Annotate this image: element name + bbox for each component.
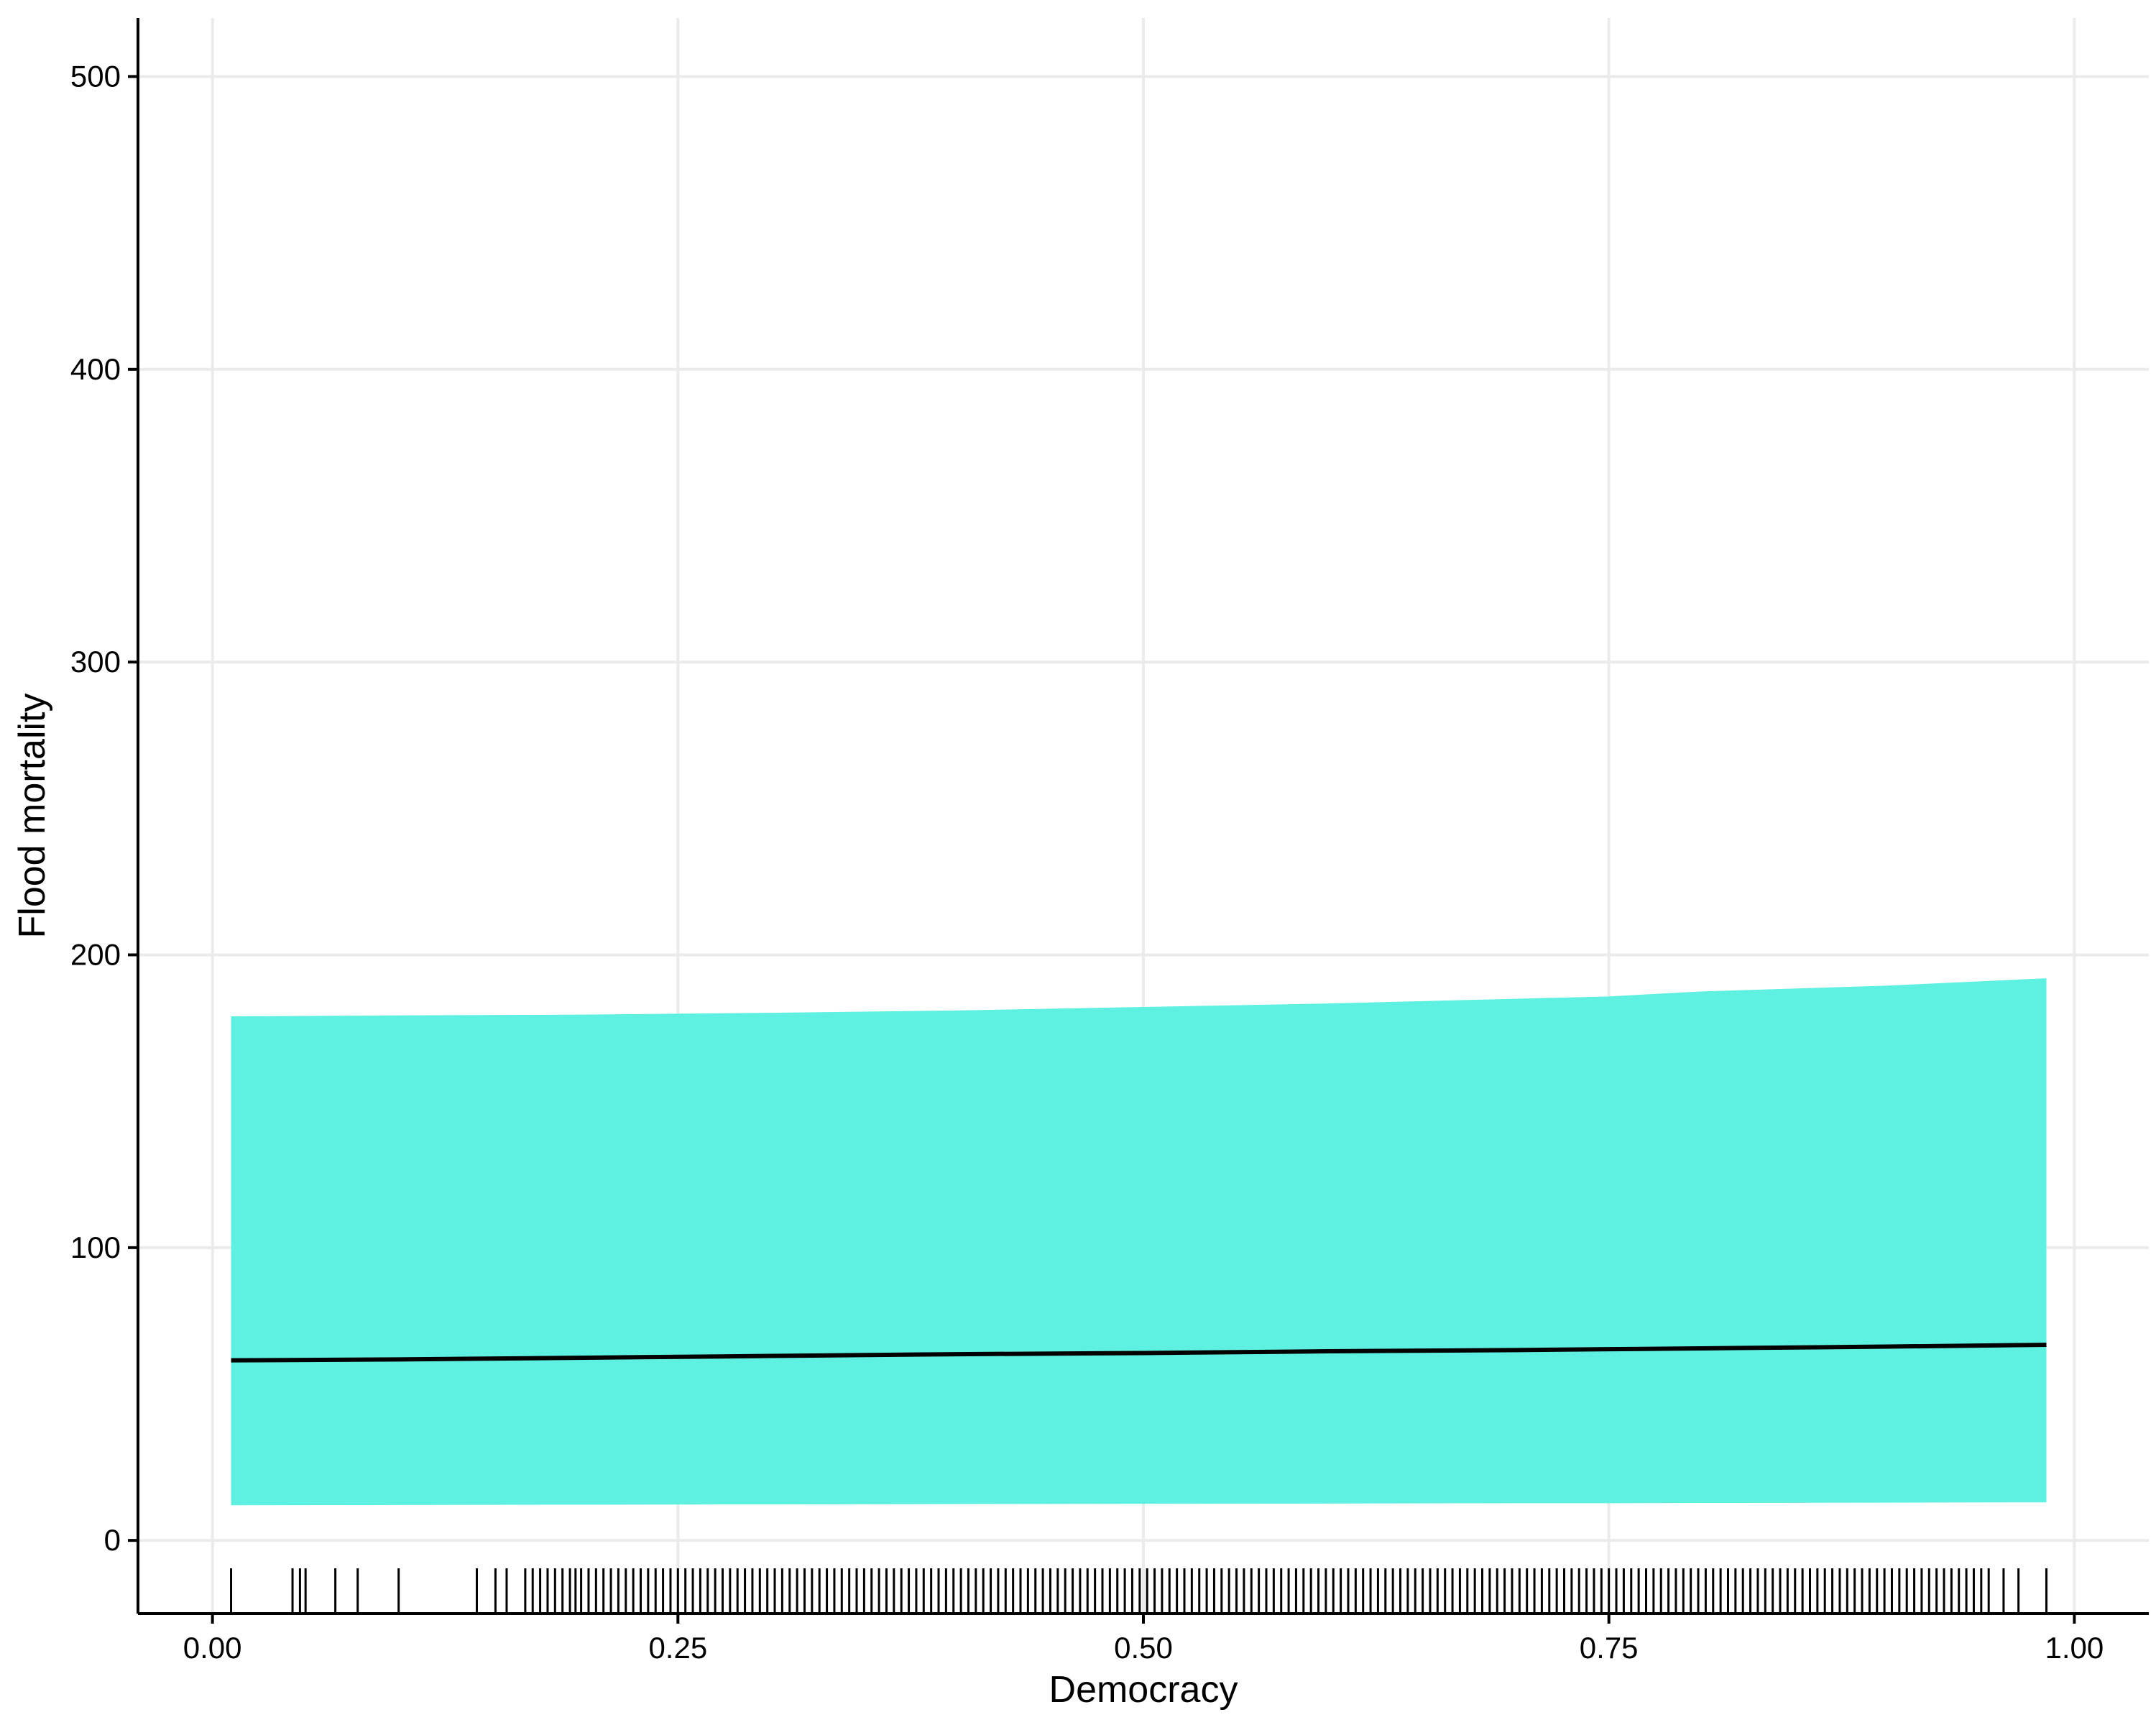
y-axis-title: Flood mortality: [11, 694, 53, 939]
confidence-band: [231, 978, 2047, 1506]
x-tick-label: 0.75: [1580, 1631, 1639, 1665]
x-axis-title: Democracy: [1049, 1669, 1238, 1711]
confidence-band-area: [231, 978, 2047, 1506]
x-tick-label: 0.25: [648, 1631, 707, 1665]
x-tick-label: 0.00: [183, 1631, 242, 1665]
y-axis-ticks: 0 100 200 300 400 500: [70, 59, 138, 1557]
y-tick-label: 100: [70, 1230, 121, 1264]
fit-line: [231, 1343, 2047, 1363]
y-tick-label: 500: [70, 59, 121, 93]
y-tick-label: 400: [70, 352, 121, 386]
x-tick-label: 0.50: [1114, 1631, 1173, 1665]
y-tick-label: 0: [104, 1523, 121, 1557]
y-tick-label: 300: [70, 645, 121, 678]
rug-marks: [230, 1568, 2048, 1614]
y-tick-label: 200: [70, 937, 121, 971]
x-tick-label: 1.00: [2045, 1631, 2104, 1665]
x-axis-ticks: 0.00 0.25 0.50 0.75 1.00: [183, 1614, 2104, 1665]
fit-line-path: [231, 1343, 2047, 1363]
